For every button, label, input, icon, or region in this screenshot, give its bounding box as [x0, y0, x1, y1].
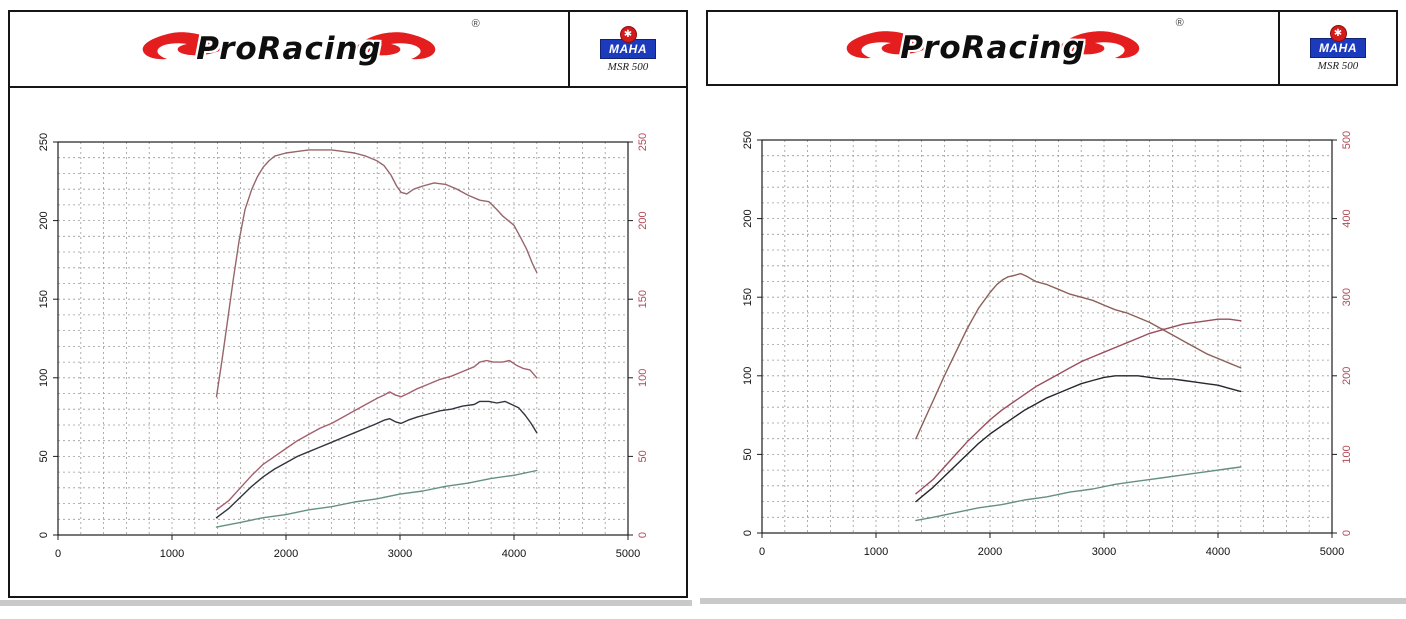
y-left-tick-label: 150 [38, 290, 50, 308]
maha-emblem-icon: ✱ MAHA [600, 25, 656, 59]
maha-name: MAHA [1310, 37, 1366, 58]
plot-border [57, 141, 629, 536]
x-tick-label: 0 [55, 548, 61, 560]
x-tick-label: 3000 [388, 548, 412, 560]
x-tick-label: 1000 [864, 546, 888, 558]
y-right-tick-label: 200 [1341, 367, 1353, 385]
x-tick-label: 4000 [1206, 546, 1230, 558]
proracing-logo: ProRacing ® [708, 12, 1278, 84]
y-left-tick-label: 150 [742, 288, 754, 306]
x-tick-label: 1000 [160, 548, 184, 560]
y-right-tick-label: 500 [1341, 131, 1353, 149]
y-right-tick-label: 300 [1341, 288, 1353, 306]
maha-logo: ✱ MAHA MSR 500 [1278, 12, 1396, 84]
series-baseline-green [915, 466, 1242, 522]
flame-right-icon [1057, 31, 1139, 59]
y-right-tick-label: 250 [637, 133, 649, 151]
flame-right-icon [353, 32, 435, 60]
series-baseline-green [215, 469, 538, 528]
maha-circle-icon: ✱ [1329, 24, 1347, 42]
y-left-tick-label: 250 [742, 131, 754, 149]
chart-area: 0 1000 2000 3000 4000 5000 0 50 100 150 200 250 0 50 1… [10, 88, 686, 592]
x-tick-label: 2000 [274, 548, 298, 560]
y-right-tick-label: 100 [637, 369, 649, 387]
y-left-tick-label: 0 [38, 532, 50, 538]
maha-model: MSR 500 [1317, 59, 1359, 72]
dyno-chart-svg-left: 0 1000 2000 3000 4000 5000 0 50 100 150 200 250 0 50 1… [38, 133, 649, 560]
maha-name: MAHA [600, 38, 656, 59]
y-left-tick-label: 100 [742, 367, 754, 385]
x-tick-label: 4000 [502, 548, 526, 560]
chart-area: 0 1000 2000 3000 4000 5000 0 50 100 150 200 250 0 100… [706, 86, 1398, 590]
panel-header: ProRacing ® ✱ MAHA MSR 500 [10, 12, 686, 88]
flame-left-icon [143, 32, 225, 60]
y-right-tick-label: 100 [1341, 445, 1353, 463]
x-tick-label: 0 [759, 546, 765, 558]
y-left-tick-label: 100 [38, 369, 50, 387]
dyno-report-panel-left: ProRacing ® ✱ MAHA MSR 500 0 1000 2000 3000… [8, 10, 688, 598]
y-left-tick-label: 50 [742, 448, 754, 460]
y-right-tick-label: 0 [1341, 530, 1353, 536]
maha-logo: ✱ MAHA MSR 500 [568, 12, 686, 86]
y-right-tick-label: 0 [637, 532, 649, 538]
series-power-dark [915, 375, 1242, 503]
dyno-chart-svg-right: 0 1000 2000 3000 4000 5000 0 50 100 150 200 250 0 100… [742, 131, 1353, 558]
registered-mark: ® [1175, 17, 1184, 29]
y-right-tick-label: 400 [1341, 209, 1353, 227]
maha-emblem-icon: ✱ MAHA [1310, 24, 1366, 58]
y-left-tick-label: 50 [38, 450, 50, 462]
maha-model: MSR 500 [607, 60, 649, 73]
dyno-report-panel-right: ProRacing ® ✱ MAHA MSR 500 0 1000 2000 3000… [706, 10, 1398, 598]
brand-text: ProRacing [196, 31, 382, 67]
y-left-tick-label: 250 [38, 133, 50, 151]
plot-border [761, 139, 1333, 534]
series-torque-brown [915, 272, 1242, 440]
y-right-tick-label: 50 [637, 450, 649, 462]
proracing-logo: ProRacing ® [10, 12, 568, 86]
y-left-tick-label: 200 [38, 211, 50, 229]
registered-mark: ® [471, 18, 480, 30]
maha-circle-icon: ✱ [619, 25, 637, 43]
x-tick-label: 5000 [616, 548, 640, 560]
y-right-tick-label: 150 [637, 290, 649, 308]
series-power-red [915, 318, 1242, 495]
series-torque-maroon [215, 149, 538, 398]
x-tick-label: 5000 [1320, 546, 1344, 558]
y-left-tick-label: 200 [742, 209, 754, 227]
scan-artifact-strip [0, 600, 692, 606]
series-power-red [215, 359, 538, 511]
flame-left-icon [847, 31, 929, 59]
panel-header: ProRacing ® ✱ MAHA MSR 500 [706, 10, 1398, 86]
x-tick-label: 3000 [1092, 546, 1116, 558]
series-power-dark [215, 400, 538, 519]
brand-text: ProRacing [900, 30, 1086, 66]
scan-artifact-strip [700, 598, 1406, 604]
y-left-tick-label: 0 [742, 530, 754, 536]
y-right-tick-label: 200 [637, 211, 649, 229]
x-tick-label: 2000 [978, 546, 1002, 558]
